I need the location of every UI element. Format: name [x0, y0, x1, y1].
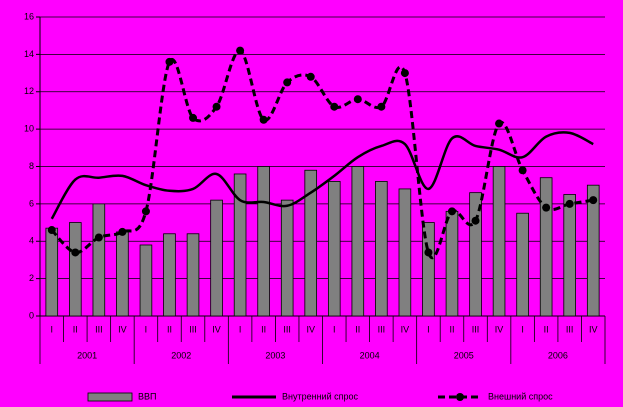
legend-label: ВВП: [138, 391, 156, 401]
bar: [233, 173, 247, 317]
y-tick-label: 10: [24, 124, 34, 134]
point: [94, 233, 103, 242]
point: [236, 46, 245, 55]
point: [259, 115, 268, 124]
point: [212, 102, 221, 111]
bar: [539, 177, 553, 317]
y-tick-label: 8: [29, 161, 34, 171]
x-tick-label: III: [378, 324, 386, 334]
point: [400, 69, 409, 78]
x-tick-label: IV: [306, 324, 315, 334]
y-tick-label: 16: [24, 11, 34, 21]
legend-swatch: [87, 392, 133, 402]
bar: [422, 222, 435, 317]
x-tick-label: I: [333, 324, 336, 334]
point: [589, 196, 598, 205]
bar: [351, 166, 365, 317]
point: [518, 166, 527, 175]
year-label: 2004: [360, 350, 380, 360]
bar: [563, 194, 576, 317]
bar: [398, 188, 412, 317]
point: [306, 72, 315, 81]
point: [495, 119, 504, 128]
legend-label: Внешний спрос: [488, 391, 553, 401]
line-series: [50, 131, 594, 220]
point: [283, 78, 292, 87]
x-tick-label: IV: [212, 324, 221, 334]
bar: [92, 203, 106, 317]
bar: [327, 181, 341, 317]
point: [471, 216, 480, 225]
point: [330, 102, 339, 111]
point: [377, 102, 386, 111]
bar: [492, 166, 506, 317]
x-tick-label: III: [95, 324, 103, 334]
year-label: 2003: [265, 350, 285, 360]
x-tick-label: II: [261, 324, 266, 334]
bar: [586, 184, 600, 317]
point: [565, 199, 574, 208]
bar: [280, 199, 294, 317]
y-tick-label: 6: [29, 198, 34, 208]
bar: [139, 244, 153, 317]
point: [141, 207, 150, 216]
x-tick-label: IV: [401, 324, 410, 334]
x-tick-label: I: [239, 324, 242, 334]
x-tick-label: III: [189, 324, 197, 334]
x-tick-label: I: [521, 324, 524, 334]
x-tick-label: I: [145, 324, 148, 334]
bar: [445, 210, 459, 317]
point: [47, 226, 56, 235]
legend-swatch: [456, 393, 464, 401]
point: [165, 57, 174, 66]
bar: [69, 222, 82, 317]
bar: [210, 199, 223, 317]
x-tick-label: II: [355, 324, 360, 334]
y-tick-label: 0: [29, 310, 34, 320]
point: [424, 248, 433, 257]
point: [118, 227, 127, 236]
x-tick-label: IV: [589, 324, 598, 334]
bar: [116, 231, 129, 317]
year-label: 2006: [548, 350, 568, 360]
bar: [304, 169, 318, 317]
y-tick-label: 4: [29, 236, 34, 246]
x-tick-label: II: [73, 324, 78, 334]
x-tick-label: IV: [495, 324, 504, 334]
y-tick-label: 2: [29, 273, 34, 283]
legend-label: Внутренний спрос: [282, 391, 358, 401]
bar: [186, 233, 200, 317]
bar: [469, 192, 482, 317]
year-label: 2001: [77, 350, 97, 360]
point: [542, 203, 551, 212]
year-label: 2002: [171, 350, 191, 360]
bar: [45, 227, 59, 317]
bar: [257, 166, 270, 317]
x-tick-label: II: [449, 324, 454, 334]
x-tick-label: II: [544, 324, 549, 334]
bar: [516, 212, 529, 317]
point: [447, 207, 456, 216]
x-tick-label: III: [472, 324, 480, 334]
bar: [375, 181, 388, 317]
x-tick-label: II: [167, 324, 172, 334]
point: [189, 113, 198, 122]
point: [71, 248, 80, 257]
x-tick-label: III: [283, 324, 291, 334]
y-tick-label: 14: [24, 49, 34, 59]
point: [353, 95, 362, 104]
bar: [163, 233, 176, 317]
x-tick-label: III: [566, 324, 574, 334]
year-label: 2005: [454, 350, 474, 360]
x-tick-label: I: [427, 324, 430, 334]
x-tick-label: IV: [118, 324, 127, 334]
y-tick-label: 12: [24, 86, 34, 96]
x-tick-label: I: [51, 324, 54, 334]
